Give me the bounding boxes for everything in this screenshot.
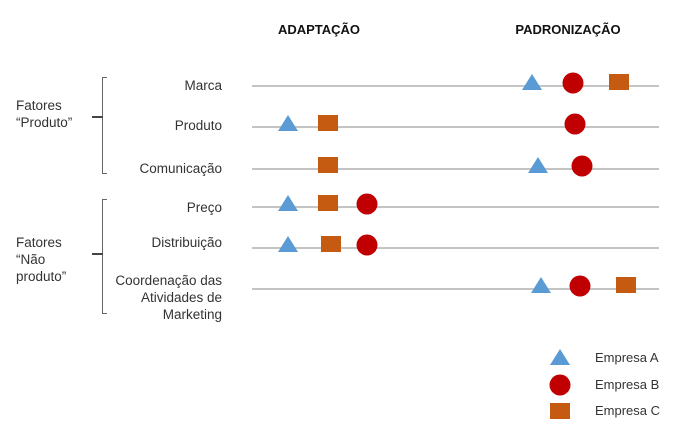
circle-marker-icon [356,234,378,256]
row-label-produto: Produto [174,118,222,133]
square-marker-icon [321,236,341,252]
circle-marker-icon [356,193,378,215]
triangle-marker-icon [531,277,551,293]
square-marker-icon [318,157,338,173]
legend-label-empresa-a: Empresa A [595,350,659,365]
triangle-marker-icon [278,195,298,211]
bracket-tick-nao-produto [92,253,103,255]
row-label-marca: Marca [184,78,222,93]
square-marker-icon [609,74,629,90]
legend-label-empresa-b: Empresa B [595,377,660,392]
group-label-nao-produto: Fatores “Não produto” [16,235,67,284]
legend-square-icon [550,403,570,419]
triangle-marker-icon [522,74,542,90]
circle-marker-icon [564,113,586,135]
bracket-produto [102,77,107,174]
row-line-produto [252,126,659,128]
legend-circle-icon [549,374,571,396]
row-label-distribuicao: Distribuição [151,235,222,250]
column-header-padronizacao: PADRONIZAÇÃO [515,22,621,37]
row-line-coordenacao [252,288,659,290]
circle-marker-icon [571,155,593,177]
triangle-marker-icon [278,115,298,131]
legend-label-empresa-c: Empresa C [595,403,661,418]
row-label-comunicacao: Comunicação [139,161,222,176]
row-label-preco: Preço [186,200,222,215]
circle-marker-icon [569,275,591,297]
group-label-produto: Fatores “Produto” [16,98,73,130]
column-header-adaptacao: ADAPTAÇÃO [277,22,361,37]
triangle-marker-icon [278,236,298,252]
legend-triangle-icon [550,349,570,365]
square-marker-icon [318,195,338,211]
row-label-coordenacao: Coordenação das Atividades de Marketing [115,273,222,322]
square-marker-icon [616,277,636,293]
row-line-marca [252,85,659,87]
bracket-nao-produto [102,199,107,314]
row-line-comunicacao [252,168,659,170]
bracket-tick-produto [92,116,103,118]
triangle-marker-icon [528,157,548,173]
row-line-distribuicao [252,247,659,249]
circle-marker-icon [562,72,584,94]
row-line-preco [252,206,659,208]
square-marker-icon [318,115,338,131]
